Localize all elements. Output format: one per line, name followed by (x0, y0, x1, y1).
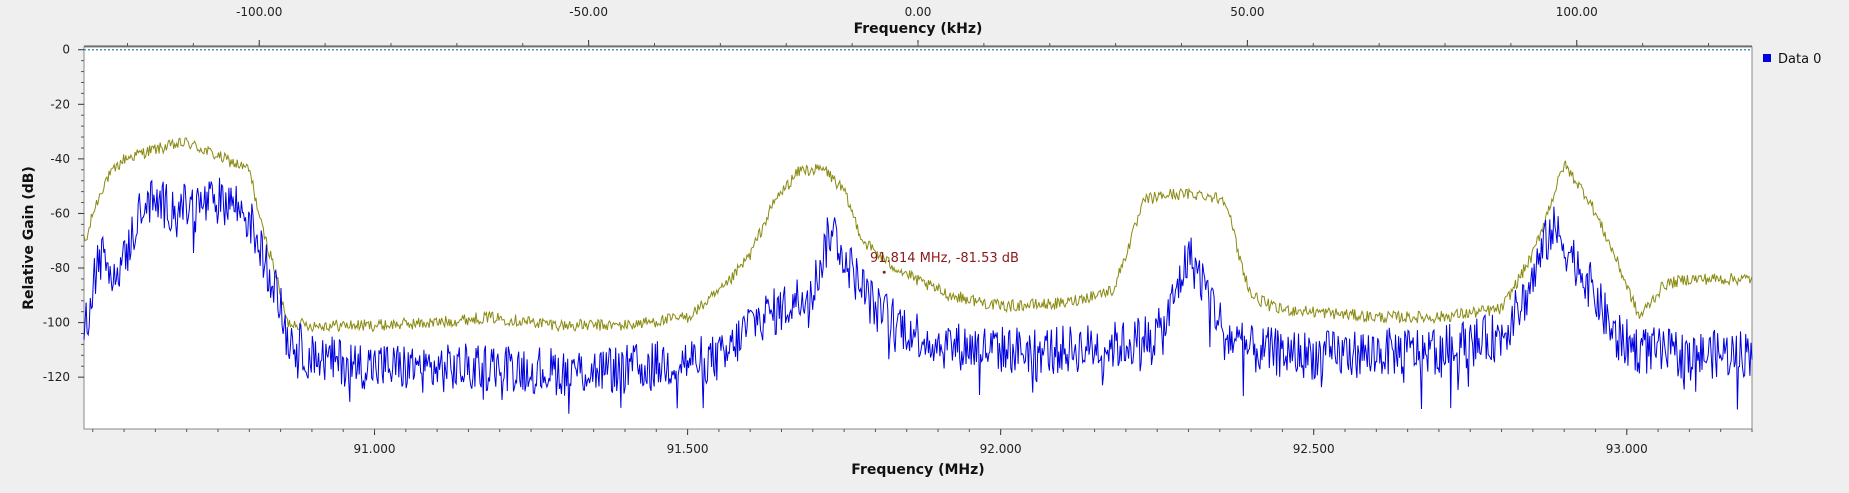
top-tick-label: -100.00 (236, 5, 282, 19)
top-axis-title: Frequency (kHz) (854, 21, 983, 37)
y-tick-label: -20 (50, 97, 70, 111)
axis-layer: 0 -20 -40 -60 -80 -100 -120 91.000 91.500 92.000 9… (43, 5, 1753, 456)
marker-readout: 91.814 MHz, -81.53 dB (870, 251, 1019, 266)
marker-point (882, 270, 886, 274)
plot-area[interactable] (83, 46, 1753, 430)
x-tick-label: 93.000 (1606, 442, 1648, 456)
y-axis-title: Relative Gain (dB) (21, 166, 37, 310)
x-tick-label: 91.000 (354, 442, 396, 456)
x-tick-label: 92.000 (980, 442, 1022, 456)
y-tick-label: -100 (43, 316, 70, 330)
y-tick-label: -40 (50, 152, 70, 166)
y-tick-label: -60 (50, 206, 70, 220)
legend-swatch (1763, 54, 1771, 62)
series-max-hold-line (83, 137, 1753, 333)
y-tick-label: -80 (50, 261, 70, 275)
legend[interactable]: Data 0 (1763, 52, 1821, 67)
top-tick-label: 100.00 (1556, 5, 1598, 19)
x-tick-label: 91.500 (667, 442, 709, 456)
series-layer (83, 137, 1753, 414)
y-tick-label: 0 (62, 43, 70, 57)
series-data-0-line (83, 177, 1753, 414)
x-axis-title: Frequency (MHz) (851, 462, 984, 478)
top-tick-label: 50.00 (1230, 5, 1264, 19)
top-tick-label: -50.00 (569, 5, 608, 19)
legend-label: Data 0 (1778, 52, 1821, 67)
x-tick-label: 92.500 (1293, 442, 1335, 456)
y-tick-label: -120 (43, 370, 70, 384)
top-tick-label: 0.00 (905, 5, 932, 19)
